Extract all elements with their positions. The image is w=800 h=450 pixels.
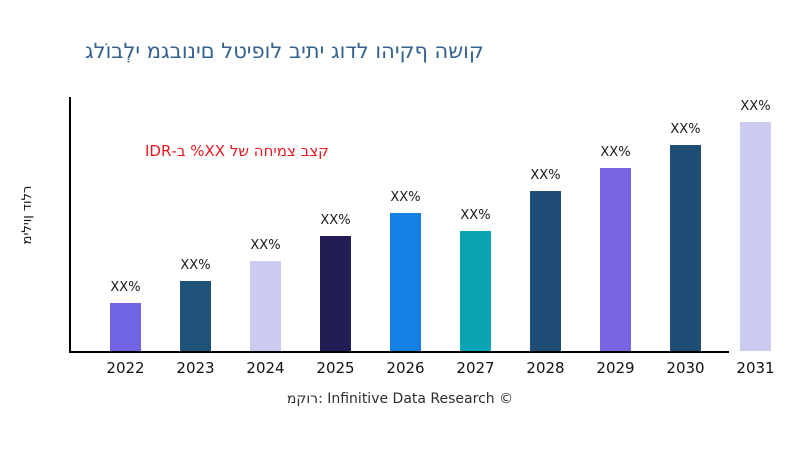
chart-title: גלוֹבלְי מגבונים לטיפול ביתי גודל והיקף … (85, 39, 484, 63)
x-axis-line (69, 351, 729, 353)
bar-2022 (110, 303, 141, 351)
x-tick-label-2023: 2023 (176, 359, 215, 377)
bar-2028 (530, 191, 561, 351)
bar-value-label: XX% (110, 280, 141, 295)
bar-2029 (600, 168, 631, 351)
source-caption: מקור: Infinitive Data Research © (286, 391, 514, 407)
bar-2023 (180, 281, 211, 351)
bar-value-label: XX% (600, 145, 631, 160)
bar-value-label: XX% (320, 213, 351, 228)
bar-value-label: XX% (530, 168, 561, 183)
x-tick-label-2024: 2024 (246, 359, 285, 377)
bar-2025 (320, 236, 351, 351)
bar-value-label: XX% (180, 258, 211, 273)
bar-value-label: XX% (390, 190, 421, 205)
y-axis-line (69, 97, 71, 353)
x-tick-label-2030: 2030 (666, 359, 705, 377)
bar-value-label: XX% (670, 122, 701, 137)
bar-value-label: XX% (460, 208, 491, 223)
x-tick-label-2027: 2027 (456, 359, 495, 377)
bar-2026 (390, 213, 421, 351)
x-tick-label-2029: 2029 (596, 359, 635, 377)
x-tick-label-2028: 2028 (526, 359, 565, 377)
x-tick-label-2031: 2031 (736, 359, 775, 377)
x-tick-label-2025: 2025 (316, 359, 355, 377)
y-axis-label: מיליון דולר (20, 185, 35, 245)
x-tick-label-2026: 2026 (386, 359, 425, 377)
bar-value-label: XX% (740, 99, 771, 114)
growth-rate-annotation: קצב צמיחה של XX% ב-IDR (145, 142, 329, 160)
x-tick-label-2022: 2022 (106, 359, 145, 377)
bar-value-label: XX% (250, 238, 281, 253)
bar-2024 (250, 261, 281, 351)
bar-2030 (670, 145, 701, 351)
bar-2031 (740, 122, 771, 351)
bar-2027 (460, 231, 491, 351)
